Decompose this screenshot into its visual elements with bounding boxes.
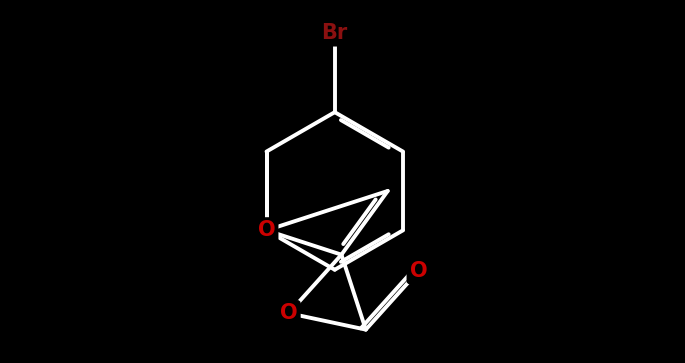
Text: Br: Br: [322, 23, 348, 44]
Text: O: O: [258, 220, 275, 240]
Text: O: O: [410, 261, 427, 281]
Text: O: O: [280, 303, 297, 323]
